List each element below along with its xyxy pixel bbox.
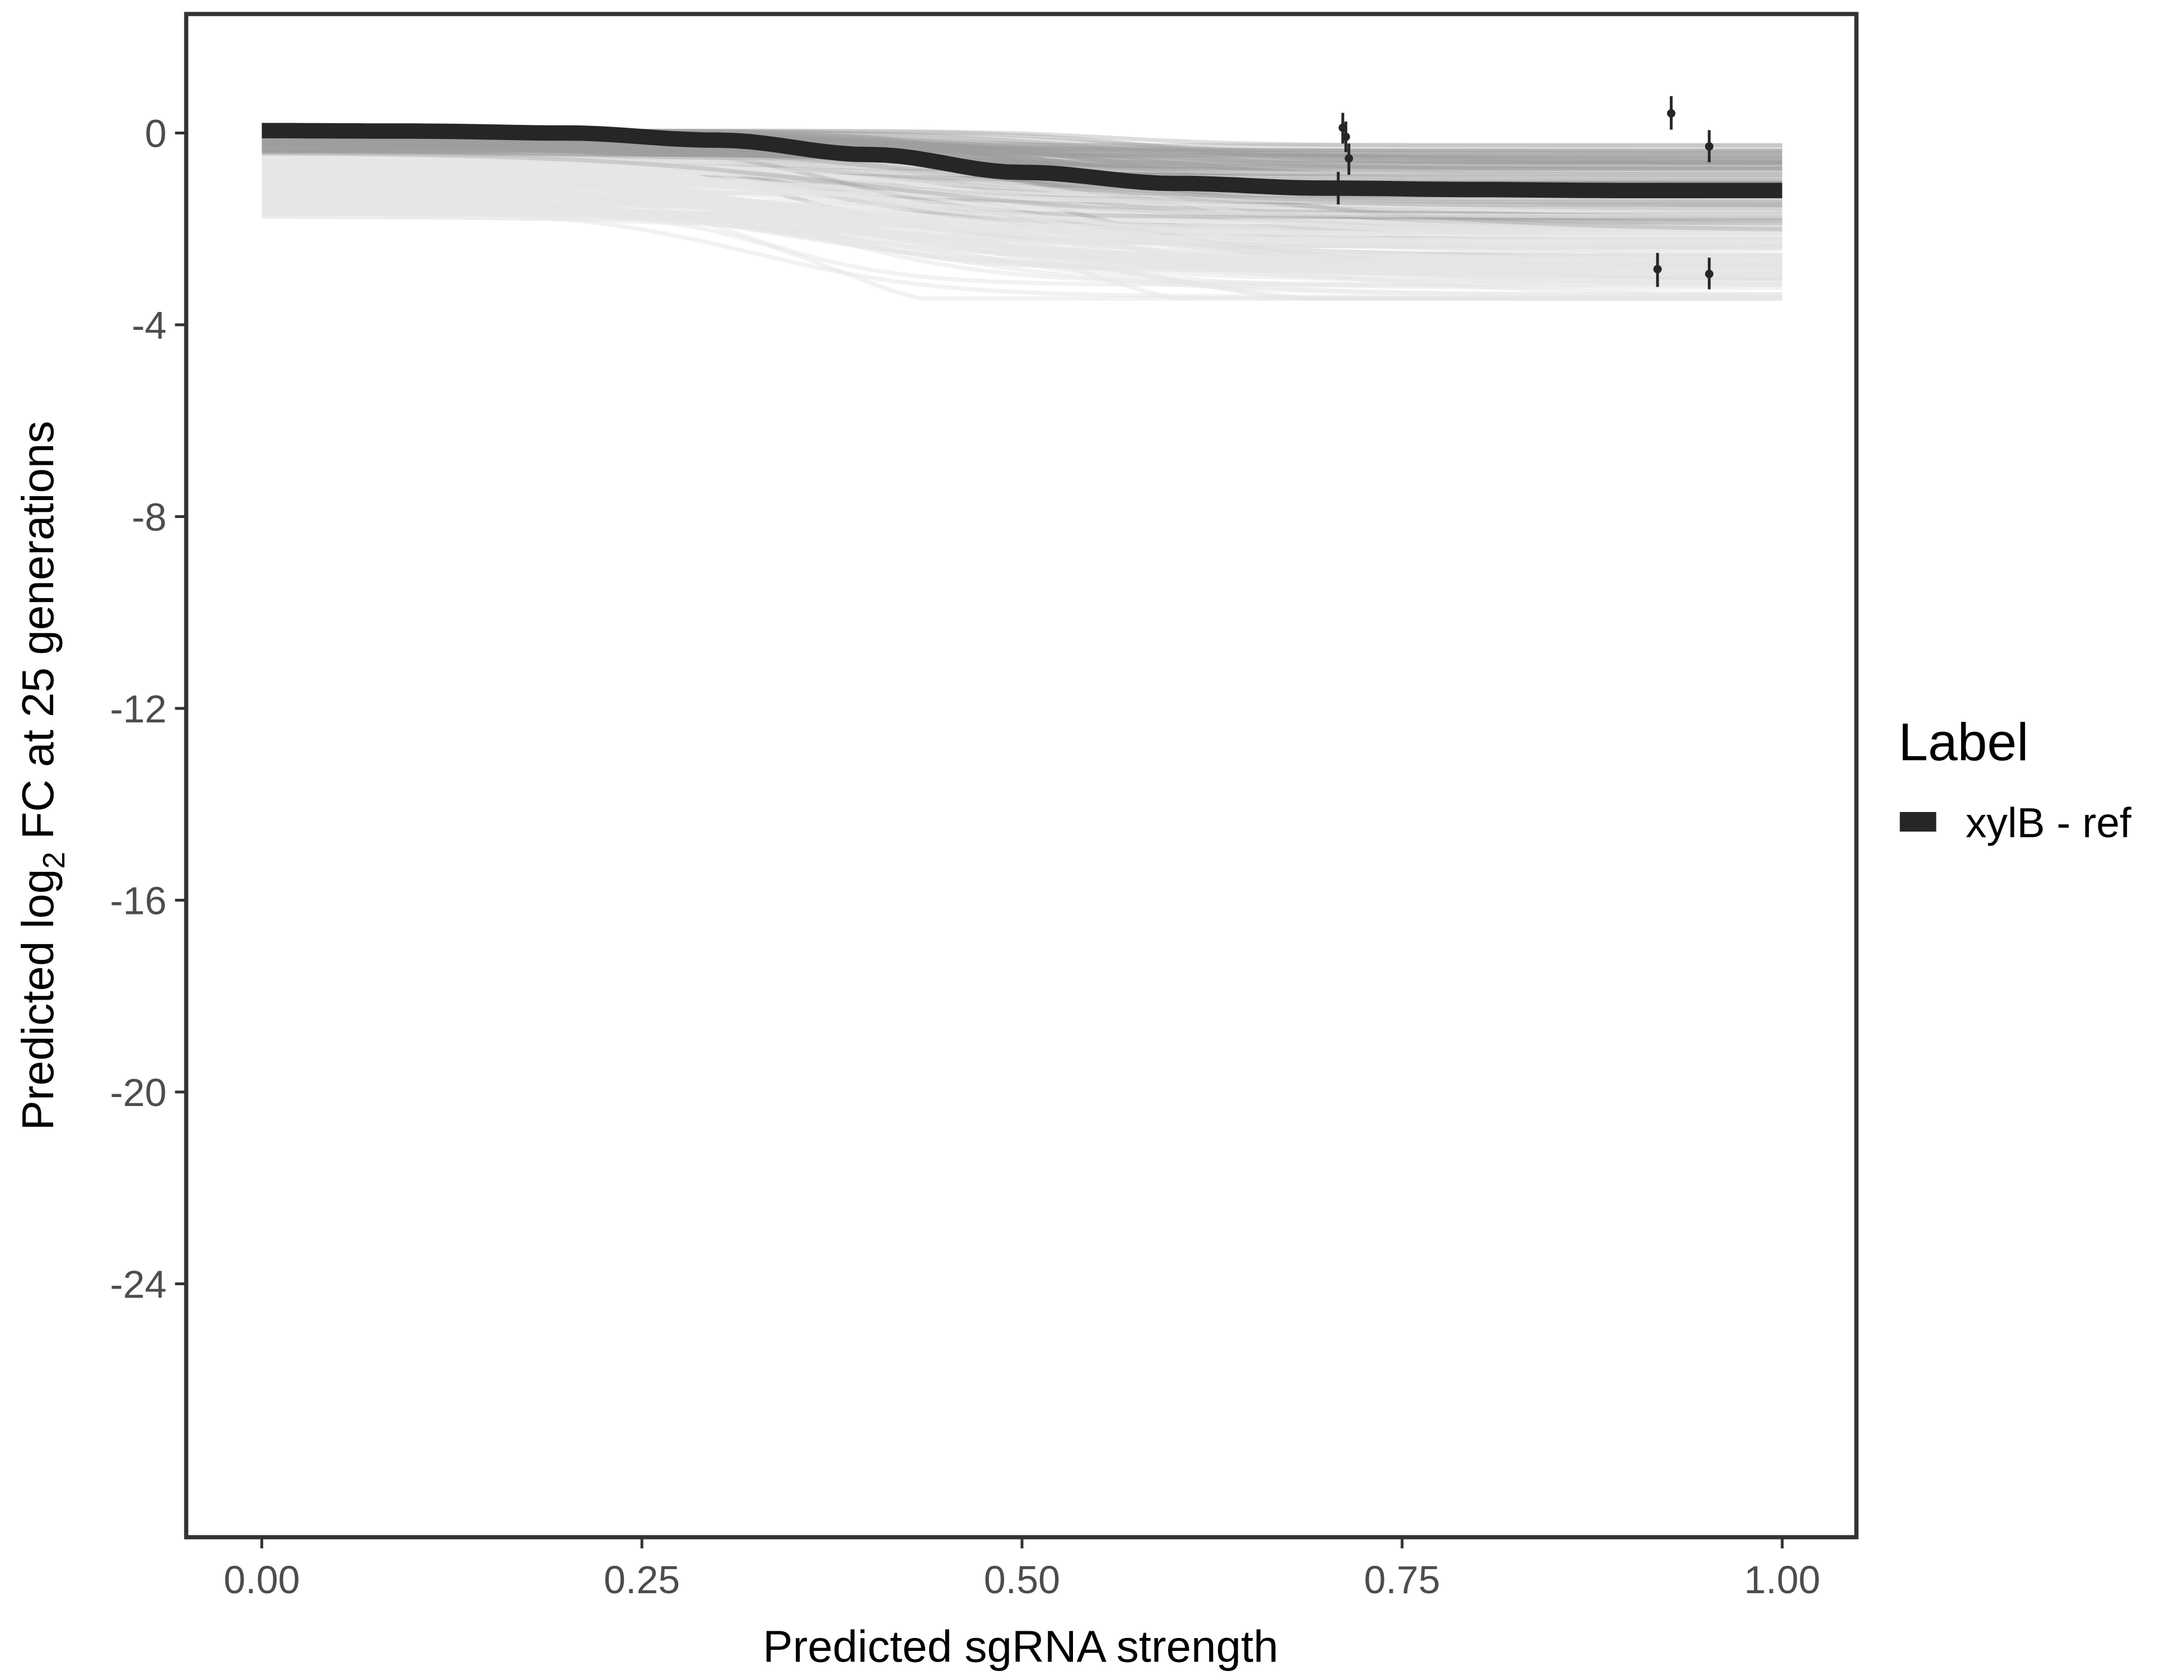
posterior-draw-line bbox=[262, 136, 1782, 170]
posterior-draw-line bbox=[262, 141, 1782, 166]
posterior-draws bbox=[262, 128, 1782, 301]
point-marker bbox=[1653, 265, 1662, 274]
y-axis-title: Predicted log2 FC at 25 generations bbox=[13, 421, 71, 1131]
posterior-draw-line bbox=[262, 150, 1782, 208]
point-marker bbox=[1667, 109, 1676, 118]
x-tick-label: 1.00 bbox=[1744, 1558, 1820, 1602]
posterior-draw-line bbox=[262, 193, 1782, 218]
data-point bbox=[1653, 253, 1662, 287]
posterior-draw-line bbox=[262, 151, 1782, 221]
y-tick-label: -8 bbox=[132, 496, 166, 539]
posterior-draw-line bbox=[262, 206, 1782, 279]
x-axis-title: Predicted sgRNA strength bbox=[763, 1622, 1278, 1672]
y-tick-label: -24 bbox=[110, 1263, 166, 1306]
y-title-part: Predicted log bbox=[13, 869, 63, 1130]
data-point bbox=[1334, 171, 1343, 205]
posterior-draw-line bbox=[262, 143, 1782, 170]
x-tick-label: 0.50 bbox=[984, 1558, 1060, 1602]
posterior-draw-line bbox=[262, 184, 1782, 203]
data-point bbox=[1341, 121, 1350, 152]
y-tick-label: 0 bbox=[145, 112, 167, 156]
fit-line bbox=[262, 123, 1782, 198]
y-axis: 0 -4 -8 -12 -16 -20 -24 bbox=[110, 112, 186, 1306]
posterior-draw-line bbox=[262, 158, 1782, 244]
point-marker bbox=[1341, 132, 1350, 141]
data-point bbox=[1345, 143, 1354, 175]
data-point bbox=[1705, 258, 1714, 290]
posterior-draw-line bbox=[262, 209, 1782, 297]
x-axis: 0.00 0.25 0.50 0.75 1.00 bbox=[223, 1537, 1821, 1602]
data-point bbox=[1705, 130, 1714, 162]
legend-key bbox=[1900, 812, 1936, 832]
y-tick-label: -4 bbox=[132, 304, 166, 347]
x-tick-label: 0.25 bbox=[604, 1558, 680, 1602]
posterior-draw-line bbox=[262, 197, 1782, 272]
legend-label: xylB - ref bbox=[1966, 799, 2131, 846]
y-tick-label: -20 bbox=[110, 1071, 166, 1114]
point-marker bbox=[1705, 142, 1714, 151]
y-title-part: FC at 25 generations bbox=[13, 421, 63, 852]
y-tick-label: -12 bbox=[110, 687, 166, 731]
point-marker bbox=[1345, 154, 1354, 163]
posterior-draw-line bbox=[262, 139, 1782, 159]
posterior-draw-line bbox=[262, 172, 1782, 241]
data-point bbox=[1667, 96, 1676, 130]
legend-title: Label bbox=[1898, 713, 2028, 772]
posterior-draw-line bbox=[262, 143, 1782, 175]
x-tick-label: 0.00 bbox=[223, 1558, 300, 1602]
y-title-subscript: 2 bbox=[36, 852, 71, 869]
posterior-draw-line bbox=[262, 176, 1782, 250]
x-tick-label: 0.75 bbox=[1364, 1558, 1440, 1602]
point-marker bbox=[1334, 183, 1343, 192]
posterior-draw-line bbox=[262, 141, 1782, 171]
y-tick-label: -16 bbox=[110, 879, 166, 923]
point-marker bbox=[1705, 269, 1714, 278]
data-points bbox=[1334, 96, 1714, 290]
